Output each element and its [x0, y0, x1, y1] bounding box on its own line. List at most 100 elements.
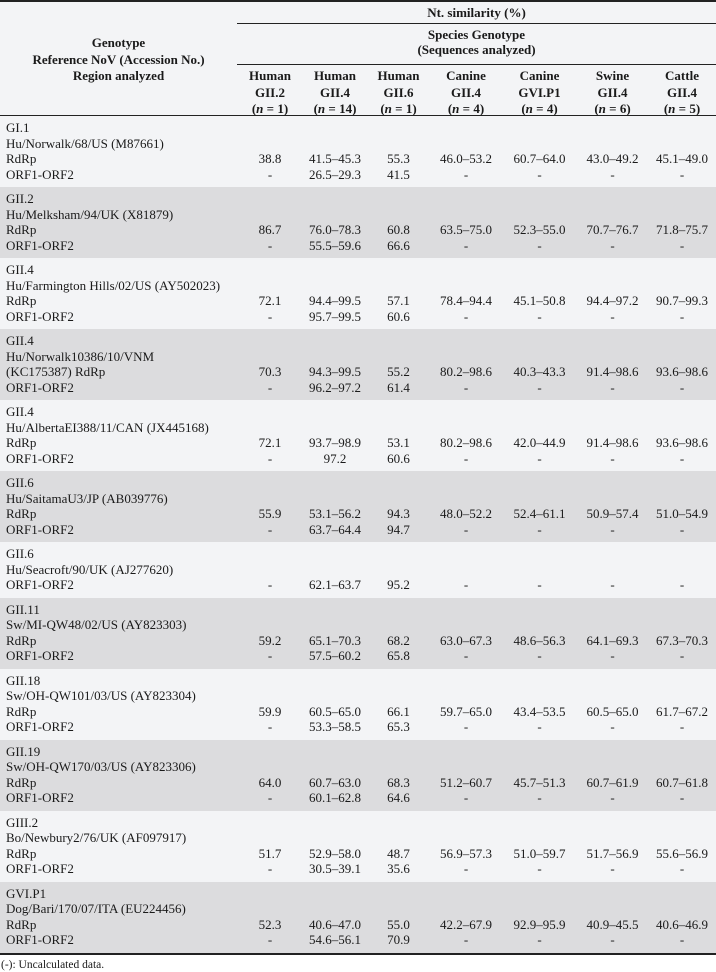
- table-cell: [303, 901, 367, 917]
- table-cell: [648, 673, 716, 689]
- table-cell: 62.1–63.7: [309, 577, 361, 592]
- row-label: RdRp: [6, 293, 37, 308]
- table-row-group: GII.4 Hu/Norwalk10386/10/VNM (KC175387) Rd…: [0, 329, 716, 400]
- table-cell: 52.9–58.0: [309, 845, 361, 861]
- table-cell: [648, 420, 716, 436]
- table-cell: [577, 120, 648, 136]
- row-label: ORF1-ORF2: [6, 577, 74, 592]
- table-cell: [577, 136, 648, 152]
- table-cell: [303, 120, 367, 136]
- table-cell: -: [267, 932, 273, 947]
- table-cell: [367, 673, 430, 689]
- row-label: Hu/AlbertaEI388/11/CAN (JX445168): [6, 419, 209, 435]
- table-cell: -: [537, 790, 542, 805]
- table-cell: 68.3: [387, 774, 410, 790]
- table-cell: 52.4–61.1: [513, 506, 566, 521]
- row-label: ORF1-ORF2: [6, 719, 74, 734]
- table-cell: 51.7: [258, 845, 282, 861]
- row-label: ORF1-ORF2: [6, 166, 74, 182]
- column-n: (n = 4): [521, 101, 558, 116]
- table-row-group: GII.2 Hu/Melksham/94/UK (X81879) RdRp 86.7 7…: [0, 187, 716, 258]
- table-cell: [303, 191, 367, 207]
- table-cell: 60.6: [387, 308, 410, 324]
- row-label: GII.4: [6, 404, 34, 419]
- table-cell: -: [537, 577, 542, 592]
- table-cell: -: [267, 237, 273, 253]
- table-cell: [430, 191, 502, 207]
- table-cell: [237, 688, 303, 704]
- table-cell: -: [679, 308, 685, 324]
- table-cell: [367, 744, 430, 760]
- table-cell: 38.8: [258, 151, 282, 166]
- row-label: RdRp: [6, 774, 37, 790]
- table-cell: [237, 207, 303, 223]
- table-cell: 72.1: [258, 293, 282, 308]
- table-cell: [577, 901, 648, 917]
- table-cell: [577, 404, 648, 420]
- table-cell: [430, 688, 502, 704]
- table-cell: 48.0–52.2: [440, 506, 492, 521]
- row-label: RdRp: [6, 916, 37, 932]
- table-cell: 55.2: [387, 364, 410, 379]
- table-cell: [237, 278, 303, 294]
- table-cell: -: [463, 790, 469, 805]
- column-n-value: 5: [689, 101, 696, 116]
- table-cell: 59.7–65.0: [440, 703, 492, 719]
- table-cell: 55.9: [258, 506, 282, 521]
- table-cell: -: [537, 861, 542, 876]
- row-label: Sw/OH-QW170/03/US (AY823306): [6, 759, 196, 774]
- table-cell: 95.7–99.5: [309, 308, 361, 324]
- column-genotype: GII.6: [383, 84, 414, 100]
- table-cell: 72.1: [258, 435, 282, 450]
- table-cell: [367, 475, 430, 491]
- table-cell: 94.7: [387, 521, 410, 537]
- table-cell: [367, 830, 430, 846]
- row-label: RdRp: [6, 151, 37, 166]
- table-cell: -: [610, 237, 615, 253]
- table-cell: [237, 120, 303, 136]
- table-cell: [367, 420, 430, 436]
- table-cell: [237, 815, 303, 831]
- table-cell: [367, 562, 430, 578]
- table-cell: 90.7–99.3: [656, 293, 708, 308]
- table-cell: 43.4–53.5: [513, 703, 566, 719]
- table-cell: 55.3: [387, 151, 410, 166]
- table-cell: 71.8–75.7: [656, 222, 708, 237]
- table-body: GI.1 Hu/Norwalk/68/US (M87661) RdRp 38.8 41.…: [0, 116, 716, 953]
- table-cell: [430, 617, 502, 633]
- table-cell: 67.3–70.3: [656, 632, 708, 648]
- row-label: GII.6: [6, 475, 34, 490]
- header-genotype: Genotype: [91, 35, 146, 50]
- footnote: (-): Uncalculated data.: [1, 958, 105, 971]
- table-cell: -: [610, 308, 615, 324]
- row-label: GI.1: [6, 120, 30, 135]
- table-cell: 40.6–46.9: [656, 916, 708, 932]
- table-cell: 60.5–65.0: [586, 703, 639, 719]
- table-cell: [303, 815, 367, 831]
- table-cell: -: [537, 379, 542, 395]
- table-cell: [303, 886, 367, 902]
- table-row-group: GI.1 Hu/Norwalk/68/US (M87661) RdRp 38.8 41.…: [0, 116, 716, 187]
- table-row-group: GIII.2 Bo/Newbury2/76/UK (AF097917) RdRp 51…: [0, 810, 716, 882]
- table-cell: [502, 262, 577, 278]
- table-cell: [430, 759, 502, 775]
- row-label: Hu/Norwalk10386/10/VNM: [6, 348, 155, 364]
- table-cell: [577, 673, 648, 689]
- row-label: GII.4: [6, 333, 34, 348]
- table-cell: -: [537, 237, 542, 253]
- table-cell: [237, 420, 303, 436]
- table-cell: -: [679, 379, 685, 395]
- table-cell: 51.0–54.9: [656, 506, 708, 521]
- table-cell: [502, 617, 577, 633]
- column-header-5: Swine GII.4 (n = 6): [577, 68, 648, 118]
- table-cell: -: [679, 932, 685, 947]
- table-cell: [648, 901, 716, 917]
- table-cell: [502, 475, 577, 491]
- table-cell: [430, 278, 502, 294]
- row-label: GII.19: [6, 743, 41, 759]
- column-n: (n = 6): [594, 101, 631, 116]
- table-cell: [502, 333, 577, 349]
- table-header: Genotype Reference NoV (Accession No.) R…: [0, 2, 716, 116]
- table-cell: 51.7–56.9: [586, 845, 639, 861]
- table-cell: -: [610, 577, 615, 592]
